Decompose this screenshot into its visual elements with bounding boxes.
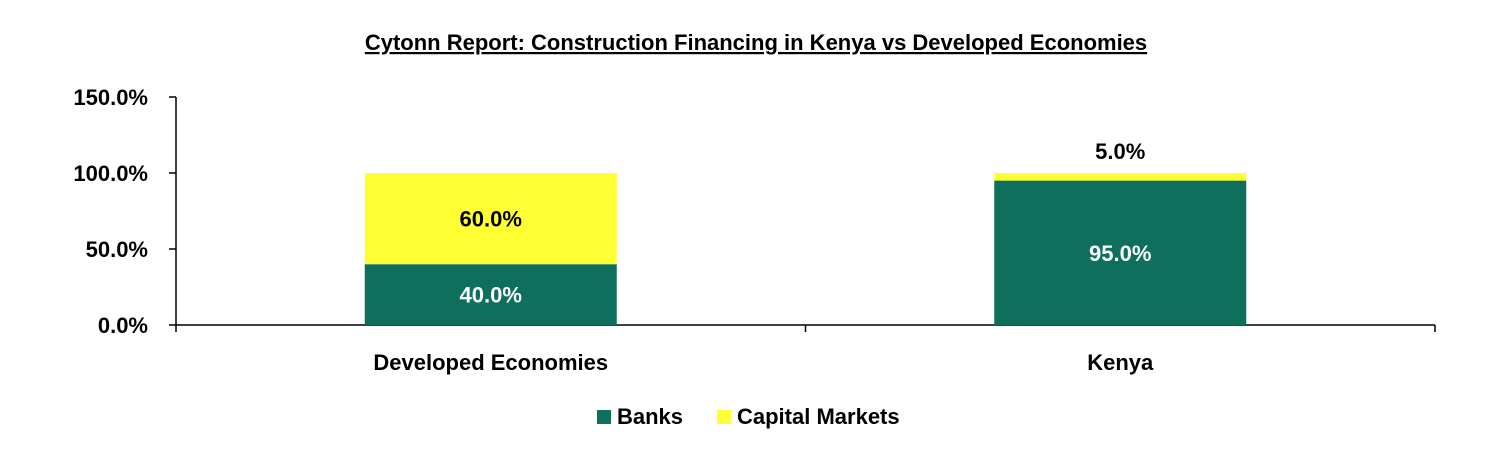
y-tick-label: 0.0%	[98, 313, 148, 338]
data-label: 95.0%	[1089, 241, 1151, 266]
bar-segment-capital-markets	[364, 173, 617, 265]
legend-swatch	[717, 410, 731, 424]
legend: Banks Capital Markets	[597, 404, 900, 429]
data-label: 5.0%	[1095, 139, 1145, 164]
category-label: Developed Economies	[373, 350, 608, 375]
bar-segment-capital-markets	[994, 173, 1247, 181]
legend-label: Capital Markets	[737, 404, 900, 429]
bar-segment-banks	[994, 180, 1247, 325]
data-label: 40.0%	[460, 283, 522, 308]
category-label: Kenya	[1087, 350, 1154, 375]
y-tick-label: 150.0%	[73, 85, 148, 110]
y-tick-label: 50.0%	[86, 237, 148, 262]
y-tick-label: 100.0%	[73, 161, 148, 186]
data-label: 60.0%	[460, 207, 522, 232]
chart-title: Cytonn Report: Construction Financing in…	[365, 30, 1147, 55]
bar-segment-banks	[364, 264, 617, 325]
legend-swatch	[597, 410, 611, 424]
plot-area: 0.0% 50.0% 100.0% 150.0% 40.0% 60.0% Developed…	[73, 85, 1436, 375]
legend-label: Banks	[617, 404, 683, 429]
